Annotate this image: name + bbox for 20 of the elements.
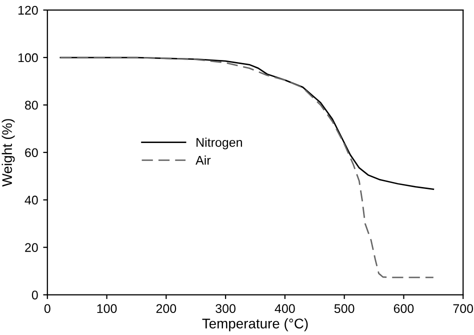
y-tick-label: 80 bbox=[25, 100, 38, 110]
y-tick-label: 40 bbox=[24, 196, 38, 205]
y-tick-label: 100 bbox=[18, 53, 38, 62]
x-axis-title: Temperature (°C) bbox=[202, 318, 308, 332]
y-tick-label: 60 bbox=[25, 148, 38, 158]
x-tick-label: 200 bbox=[156, 304, 176, 314]
x-tick-label: 400 bbox=[274, 304, 295, 314]
x-tick-label: 300 bbox=[216, 304, 236, 314]
x-tick-label: 700 bbox=[453, 304, 474, 314]
x-tick-label: 0 bbox=[44, 304, 50, 314]
x-tick-label: 500 bbox=[334, 304, 354, 314]
y-tick-label: 120 bbox=[18, 6, 38, 15]
line-series bbox=[60, 56, 434, 278]
y-tick-label: 20 bbox=[25, 243, 38, 252]
legend-label: Air bbox=[196, 156, 211, 165]
y-axis-title: Weight (%) bbox=[2, 119, 15, 187]
legend-label: Nitrogen bbox=[196, 138, 242, 150]
x-tick-label: 100 bbox=[97, 304, 117, 314]
y-tick-label: 0 bbox=[32, 290, 38, 300]
x-tick-label: 600 bbox=[394, 304, 414, 314]
